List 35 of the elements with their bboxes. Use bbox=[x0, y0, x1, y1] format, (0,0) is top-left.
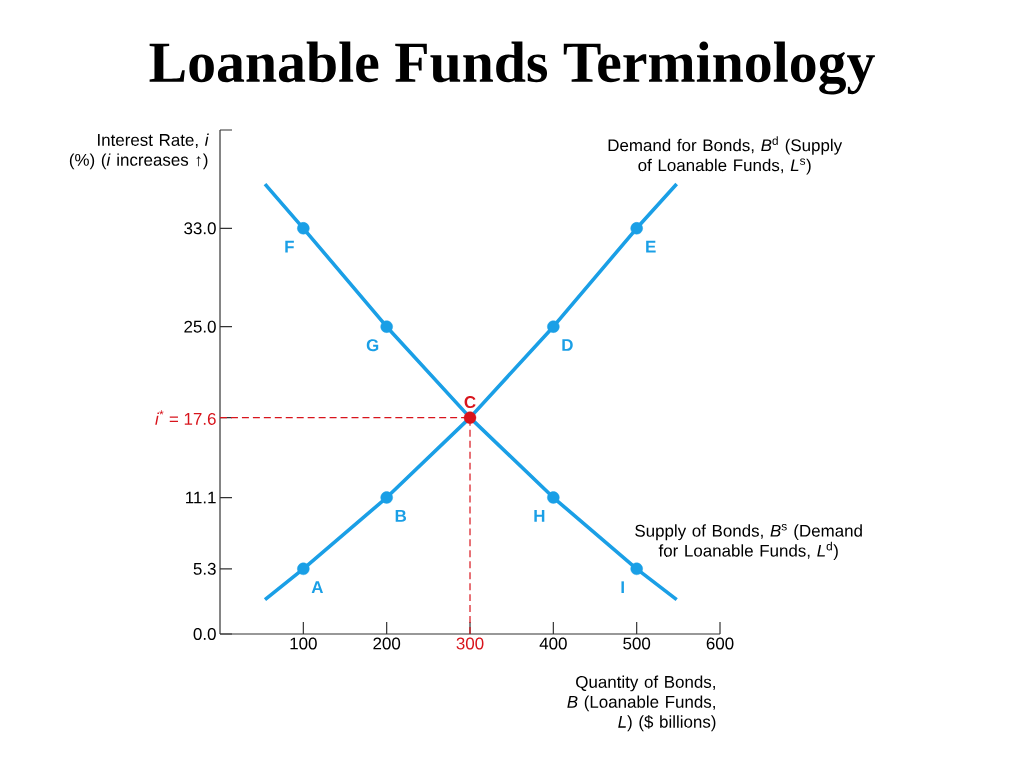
point bbox=[380, 491, 393, 504]
annotation: B bbox=[395, 510, 407, 522]
annotation: H bbox=[534, 510, 545, 522]
y-tick-label: 11.1 bbox=[186, 491, 216, 504]
text: Demand for Bonds, B$^{d}$ (Supply of Loanable Funds, L$^{s}$) bbox=[608, 136, 843, 175]
y-tick-label: i$^{*}$ = 17.6 bbox=[155, 410, 216, 425]
x-axis-title: Quantity of Bonds, B (Loanable Funds, L) ($ billions) bbox=[567, 675, 716, 732]
point bbox=[297, 222, 310, 235]
annotation: D bbox=[562, 339, 573, 351]
series-label: Supply of Bonds, B$^{s}$ (Demand for Loanable Funds, L$^{d}$) bbox=[635, 524, 862, 561]
point bbox=[630, 222, 643, 235]
point bbox=[380, 320, 393, 333]
x-tick-label: 400 bbox=[539, 637, 567, 650]
point bbox=[547, 320, 560, 333]
point bbox=[297, 562, 310, 576]
annotation: E bbox=[646, 240, 656, 253]
y-tick-label: 33.0 bbox=[184, 222, 216, 235]
x-tick-label: 100 bbox=[290, 637, 317, 650]
x-tick-label: 500 bbox=[623, 637, 651, 650]
y-tick-label: 25.0 bbox=[184, 320, 216, 333]
annotation: A bbox=[311, 581, 324, 594]
annotation: I bbox=[621, 581, 624, 594]
x-tick-label: 200 bbox=[373, 637, 401, 650]
x-tick-label: 600 bbox=[706, 637, 734, 650]
chart-title: Loanable Funds Terminology bbox=[149, 41, 875, 95]
point bbox=[463, 411, 477, 424]
annotation: G bbox=[366, 339, 379, 352]
text: Interest Rate, i (%) (i increases ↑) bbox=[69, 133, 209, 170]
y-tick-label: 0.0 bbox=[193, 627, 216, 640]
y-tick-label: 5.3 bbox=[193, 562, 216, 575]
x-tick-label: 300 bbox=[456, 637, 484, 650]
annotation: F bbox=[285, 240, 294, 253]
point bbox=[547, 491, 560, 504]
annotation: C bbox=[464, 396, 476, 409]
point bbox=[630, 562, 643, 576]
